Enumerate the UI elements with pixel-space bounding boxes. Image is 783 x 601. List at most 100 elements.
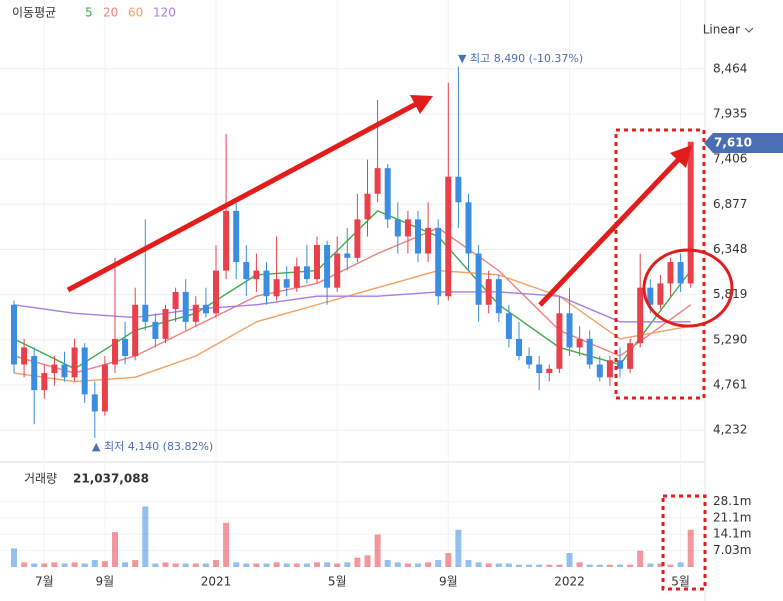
candle-body [576, 338, 583, 348]
candle-body [152, 321, 159, 339]
volume-bar [526, 564, 533, 567]
candle-body [455, 176, 462, 203]
candle-body [606, 360, 613, 378]
volume-bar [687, 529, 694, 567]
volume-bar [485, 563, 492, 567]
volume-bar [122, 562, 129, 567]
arrow-line [66, 100, 420, 293]
y-tick-label: 7,406 [713, 152, 747, 166]
candle-body [536, 364, 543, 374]
volume-bar [132, 560, 139, 567]
volume-bar [576, 562, 583, 567]
volume-bar [425, 562, 432, 567]
candle-body [677, 262, 684, 284]
y-tick-label: 7,935 [713, 106, 747, 120]
candle-body [172, 291, 179, 310]
volume-bar [404, 563, 411, 567]
x-tick-label: 7월 [35, 575, 54, 589]
candle-body [314, 245, 320, 280]
volume-bar [667, 564, 674, 567]
candle-body [354, 219, 361, 258]
candle-body [475, 253, 482, 305]
dropdown-icon[interactable] [744, 27, 754, 33]
candle-body [505, 313, 512, 339]
candle-body [445, 176, 452, 297]
candle-body [202, 304, 209, 314]
volume-bar [142, 506, 149, 567]
x-tick-label: 9월 [96, 575, 115, 589]
candle-body [687, 141, 694, 284]
x-tick-label: 5월 [671, 575, 690, 589]
y-tick-label: 6,348 [713, 242, 747, 256]
volume-bar [243, 563, 250, 567]
volume-bar [202, 563, 209, 567]
candle-body [61, 364, 68, 378]
volume-bar [71, 562, 78, 567]
candle-body [243, 262, 250, 280]
volume-bar [61, 563, 68, 567]
candle-body [526, 355, 533, 365]
legend-entry: 60 [128, 6, 143, 20]
candle-body [41, 373, 48, 391]
volume-bar [192, 563, 199, 567]
highlight-circle [642, 248, 734, 328]
candle-body [192, 304, 199, 322]
candle-body [516, 338, 522, 356]
candle-body [101, 364, 108, 412]
low-label: ▲ 최저 4,140 (83.82%) [92, 440, 213, 453]
legend-entry: 5 [85, 6, 93, 20]
highlight-box [614, 128, 706, 400]
volume-bar [41, 563, 48, 567]
volume-bar [475, 562, 482, 567]
volume-bar [11, 548, 17, 567]
candle-body [132, 304, 139, 356]
candle-body [384, 168, 391, 220]
y-tick-label: 4,761 [713, 377, 747, 391]
volume-bar [637, 550, 644, 567]
candle-body [617, 360, 623, 369]
candle-body [415, 219, 421, 254]
volume-bar [31, 563, 38, 567]
volume-bar [374, 534, 381, 567]
candle-body [374, 168, 381, 194]
legend-entry: 120 [153, 6, 176, 20]
volume-bar [606, 564, 613, 567]
volume-bar [677, 562, 684, 567]
volume-bar [91, 560, 98, 567]
volume-bar [394, 562, 401, 567]
volume-title: 거래량 [24, 472, 57, 486]
volume-bar [566, 553, 573, 567]
y-tick-label: 5,290 [713, 332, 747, 346]
volume-bar [21, 562, 28, 567]
x-tick-label: 2022 [554, 575, 585, 589]
volume-bar [314, 562, 320, 567]
arrow-line [538, 156, 682, 307]
volume-bar [334, 563, 341, 567]
candle-body [435, 227, 442, 297]
highlight-box [661, 494, 707, 591]
candle-body [263, 270, 270, 297]
last-price-tag [704, 133, 783, 153]
scale-toggle[interactable]: Linear [703, 23, 740, 37]
candle-body [21, 347, 28, 365]
volume-bar [182, 563, 189, 567]
volume-tick-label: 28.1m [713, 494, 751, 508]
candle-body [404, 219, 411, 237]
volume-tick-label: 7.03m [713, 543, 751, 557]
volume-bar [172, 563, 179, 567]
volume-bar [384, 560, 391, 567]
candle-body [637, 287, 644, 344]
volume-bar [273, 562, 280, 567]
volume-bar [112, 532, 118, 567]
volume-bar [415, 563, 421, 567]
volume-tick-label: 14.1m [713, 527, 751, 541]
labels: 5 20 60 1204,2324,7615,2905,8196,3486,8777,… [35, 6, 751, 589]
arrow-head [410, 95, 433, 114]
candle-body [112, 338, 118, 365]
volume-bar [162, 562, 169, 567]
candle-body [182, 291, 189, 322]
volume-bar [465, 560, 472, 567]
x-tick-label: 5월 [328, 575, 347, 589]
candle-body [122, 338, 129, 356]
volume-bar [445, 553, 452, 567]
